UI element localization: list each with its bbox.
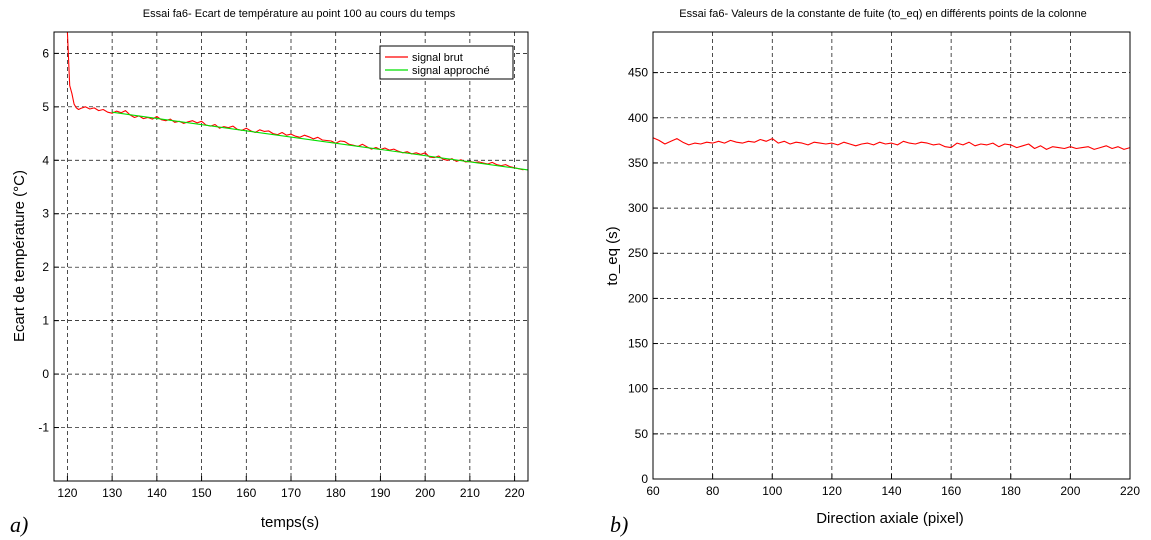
- y-tick-label: 100: [628, 382, 648, 396]
- x-tick-label: 220: [505, 486, 525, 500]
- chart-a-frame: [53, 31, 529, 482]
- x-tick-label: 60: [646, 484, 660, 498]
- y-tick-label: 5: [42, 100, 49, 114]
- x-tick-label: 140: [881, 484, 901, 498]
- x-tick-label: 160: [941, 484, 961, 498]
- x-tick-label: 200: [1060, 484, 1080, 498]
- x-tick-label: 120: [57, 486, 77, 500]
- chart-a-temperature: Essai fa6- Ecart de température au point…: [10, 8, 529, 537]
- y-tick-label: 1: [42, 314, 49, 328]
- y-tick-label: 450: [628, 66, 648, 80]
- y-tick-label: 2: [42, 260, 49, 274]
- chart-a-y-ticks: -1 0 1 2 3 4 5 6: [38, 46, 59, 435]
- x-tick-label: 80: [706, 484, 720, 498]
- chart-b-x-ticks: 60 80 100 120 140 160 180 200 220: [646, 474, 1140, 498]
- chart-b-y-axis-label: to_eq (s): [604, 226, 621, 285]
- y-tick-label: 0: [641, 472, 648, 486]
- x-tick-label: 100: [762, 484, 782, 498]
- chart-b-x-axis-label: Direction axiale (pixel): [816, 510, 964, 527]
- y-tick-label: 150: [628, 337, 648, 351]
- chart-a-x-ticks: 120 130 140 150 160 170 180 190 200 210 220: [57, 476, 525, 500]
- x-tick-label: 190: [370, 486, 390, 500]
- y-tick-label: 50: [635, 427, 649, 441]
- chart-b-title: Essai fa6- Valeurs de la constante de fu…: [679, 8, 1086, 20]
- x-tick-label: 180: [1001, 484, 1021, 498]
- chart-b-series: [652, 137, 1131, 150]
- chart-b-leak-constant: Essai fa6- Valeurs de la constante de fu…: [604, 8, 1140, 537]
- y-tick-label: 300: [628, 201, 648, 215]
- chart-a-grid: [54, 32, 528, 481]
- x-tick-label: 170: [281, 486, 301, 500]
- y-tick-label: 0: [42, 367, 49, 381]
- legend-box: [379, 45, 514, 80]
- chart-b-frame: [652, 31, 1131, 480]
- y-tick-label: 250: [628, 246, 648, 260]
- x-tick-label: 120: [822, 484, 842, 498]
- x-tick-label: 130: [102, 486, 122, 500]
- y-tick-label: 400: [628, 111, 648, 125]
- x-tick-label: 180: [326, 486, 346, 500]
- series-line-signal-approch-: [112, 111, 529, 171]
- series-line-line: [652, 137, 1131, 150]
- chart-a-title: Essai fa6- Ecart de température au point…: [143, 8, 456, 20]
- chart-a-legend: signal brut signal approché: [379, 45, 514, 80]
- chart-b-grid: [653, 32, 1130, 479]
- legend-label-signal-brut: signal brut: [412, 52, 463, 64]
- panel-label-a: a): [10, 512, 28, 537]
- x-tick-label: 210: [460, 486, 480, 500]
- x-tick-label: 150: [192, 486, 212, 500]
- x-tick-label: 160: [236, 486, 256, 500]
- y-tick-label: 6: [42, 46, 49, 60]
- panel-label-b: b): [610, 512, 628, 537]
- y-tick-label: 350: [628, 156, 648, 170]
- series-line-signal-brut: [66, 31, 524, 171]
- chart-a-series: [66, 31, 529, 171]
- chart-a-y-axis-label: Ecart de température (°C): [11, 170, 28, 342]
- x-tick-label: 220: [1120, 484, 1140, 498]
- chart-a-x-axis-label: temps(s): [261, 514, 319, 531]
- x-tick-label: 140: [147, 486, 167, 500]
- chart-b-y-ticks: 0 50 100 150 200 250 300 350 400 450: [628, 66, 658, 486]
- y-tick-label: 200: [628, 291, 648, 305]
- y-tick-label: -1: [38, 421, 49, 435]
- x-tick-label: 200: [415, 486, 435, 500]
- y-tick-label: 4: [42, 153, 49, 167]
- legend-label-signal-approche: signal approché: [412, 65, 490, 77]
- y-tick-label: 3: [42, 207, 49, 221]
